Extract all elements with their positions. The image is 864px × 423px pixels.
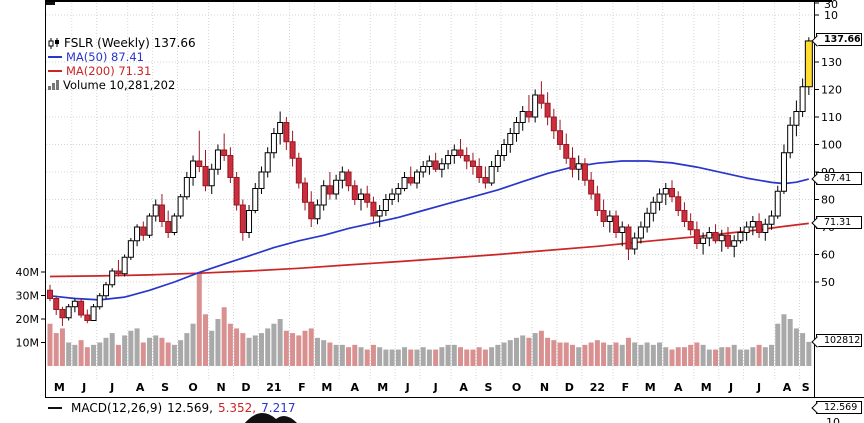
- ma200-legend[interactable]: MA(200) 71.31: [48, 64, 196, 78]
- month-label: S: [161, 381, 169, 394]
- ma50-price-tag: 87.41: [816, 171, 862, 185]
- month-label: J: [109, 381, 114, 394]
- volume-scale-label: 40M: [16, 266, 40, 279]
- month-label: J: [728, 381, 733, 394]
- macd-value-tag: 12.569: [816, 400, 862, 414]
- candles: [47, 37, 813, 326]
- month-label: M: [321, 381, 332, 394]
- grid-lines: [46, 3, 813, 380]
- volume-legend-label: Volume 10,281,202: [63, 78, 176, 92]
- month-label: N: [216, 381, 225, 394]
- ma200-legend-label: MA(200) 71.31: [66, 64, 152, 78]
- month-label: 21: [266, 381, 281, 394]
- month-label: S: [802, 381, 810, 394]
- month-label: N: [540, 381, 549, 394]
- month-label: S: [485, 381, 493, 394]
- candlestick-icon: [48, 37, 60, 49]
- price-axis-label: 130: [821, 56, 842, 69]
- month-label: O: [512, 381, 521, 394]
- macd-legend-label: MACD(12,26,9): [71, 401, 163, 415]
- upper-panel-scale-label: 30: [824, 0, 838, 11]
- left-axis-line: [45, 0, 46, 397]
- last-price-tag: 137.66: [816, 33, 862, 47]
- month-label: J: [433, 381, 438, 394]
- month-label: F: [298, 381, 306, 394]
- volume-scale-label: 10M: [16, 337, 40, 350]
- panel-divider-macd: [45, 397, 864, 398]
- symbol-legend-label: FSLR (Weekly) 137.66: [64, 36, 196, 50]
- month-label: D: [565, 381, 574, 394]
- volume-bars-icon: [48, 80, 59, 90]
- volume-legend[interactable]: Volume 10,281,202: [48, 78, 196, 92]
- volume-bars: [47, 272, 812, 366]
- panel-divider-top: [46, 0, 832, 2]
- macd-scale-label: 10: [826, 416, 840, 423]
- symbol-legend[interactable]: FSLR (Weekly) 137.66: [48, 36, 196, 50]
- month-label: J: [81, 381, 86, 394]
- axis-labels: M J J A S O N D 21 F M A M J J A S O N D 22 F M A M J J A S130120110…: [16, 0, 843, 394]
- price-axis-label: 80: [821, 194, 835, 207]
- month-label: M: [701, 381, 712, 394]
- month-label: 22: [590, 381, 605, 394]
- macd-hist-value: 7.217: [261, 401, 296, 415]
- volume-scale-label: 30M: [16, 290, 40, 303]
- upper-panel-scale-label: 10: [824, 9, 838, 22]
- volume-scale-label: 20M: [16, 313, 40, 326]
- month-label: J: [405, 381, 410, 394]
- month-label: J: [756, 381, 761, 394]
- macd-legend[interactable]: MACD(12,26,9) 12.569, 5.352, 7.217: [48, 401, 295, 415]
- month-label: A: [351, 381, 360, 394]
- ma50-line-swatch: [48, 56, 62, 58]
- ma200-line-swatch: [48, 70, 62, 72]
- month-label: M: [377, 381, 388, 394]
- cropped-indicator-fragments: [46, 0, 297, 423]
- chart-legend: FSLR (Weekly) 137.66 MA(50) 87.41 MA(200…: [48, 36, 196, 92]
- month-label: D: [241, 381, 250, 394]
- price-axis-label: 50: [821, 276, 835, 289]
- volume-value-tag: 102812: [816, 334, 862, 348]
- right-axis-line: [814, 0, 815, 397]
- macd-line-swatch: [48, 407, 62, 409]
- price-axis-label: 110: [821, 111, 842, 124]
- month-label: O: [188, 381, 197, 394]
- price-axis-label: 100: [821, 139, 842, 152]
- ma50-legend[interactable]: MA(50) 87.41: [48, 50, 196, 64]
- macd-signal-value: 5.352,: [217, 401, 257, 415]
- ma50-legend-label: MA(50) 87.41: [66, 50, 144, 64]
- price-axis-label: 120: [821, 84, 842, 97]
- price-axis-label: 60: [821, 249, 835, 262]
- month-label: A: [136, 381, 145, 394]
- ma200-price-tag: 71.31: [816, 215, 862, 229]
- month-label: A: [783, 381, 792, 394]
- month-label: A: [674, 381, 683, 394]
- month-label: F: [622, 381, 630, 394]
- month-label: M: [645, 381, 656, 394]
- month-label: M: [54, 381, 65, 394]
- month-label: A: [459, 381, 468, 394]
- macd-value: 12.569,: [167, 401, 213, 415]
